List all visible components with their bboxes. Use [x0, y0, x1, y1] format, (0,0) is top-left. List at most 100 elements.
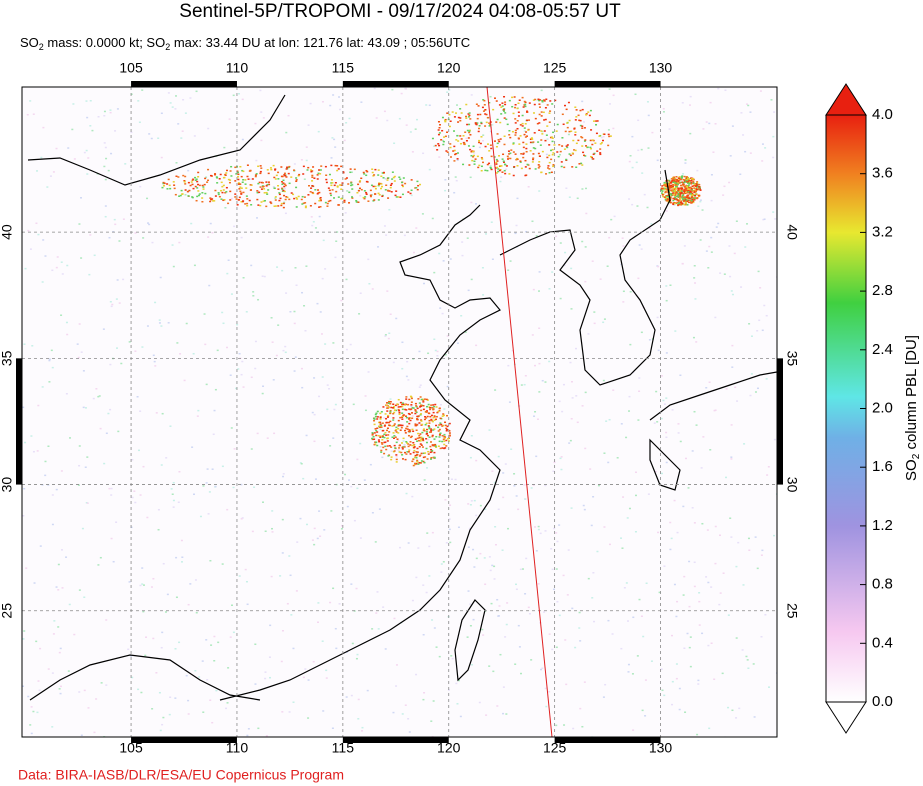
- pixel: [415, 406, 418, 408]
- pixel: [675, 677, 678, 680]
- pixel: [389, 398, 392, 400]
- pixel: [409, 419, 412, 422]
- pixel: [709, 101, 712, 104]
- pixel: [511, 130, 514, 133]
- pixel: [522, 152, 525, 155]
- pixel: [533, 415, 536, 417]
- pixel: [263, 192, 266, 194]
- pixel: [496, 598, 499, 601]
- pixel: [577, 139, 580, 142]
- pixel: [489, 167, 492, 170]
- pixel: [386, 437, 389, 439]
- pixel: [295, 186, 298, 189]
- pixel: [167, 178, 170, 181]
- pixel: [404, 429, 407, 432]
- pixel: [674, 188, 677, 191]
- pixel: [229, 374, 232, 376]
- pixel: [266, 183, 269, 186]
- pixel: [524, 166, 527, 168]
- pixel: [326, 408, 329, 411]
- pixel: [773, 438, 776, 441]
- pixel: [381, 435, 384, 437]
- pixel: [331, 182, 334, 184]
- pixel: [538, 122, 541, 124]
- pixel: [377, 439, 380, 441]
- pixel: [97, 564, 100, 566]
- pixel: [67, 670, 70, 672]
- pixel: [193, 493, 196, 496]
- pixel: [110, 494, 113, 496]
- pixel: [685, 202, 688, 205]
- pixel: [442, 438, 445, 441]
- pixel: [484, 125, 487, 127]
- pixel: [690, 190, 693, 192]
- pixel: [509, 260, 512, 262]
- pixel: [377, 169, 380, 171]
- pixel: [410, 405, 413, 408]
- pixel: [527, 606, 530, 609]
- pixel: [380, 451, 383, 453]
- pixel: [688, 646, 691, 649]
- pixel: [585, 212, 588, 215]
- pixel: [435, 435, 438, 438]
- pixel: [477, 130, 480, 133]
- pixel: [27, 229, 30, 232]
- pixel: [378, 183, 381, 185]
- pixel: [425, 410, 428, 412]
- pixel: [446, 131, 449, 133]
- pixel: [416, 453, 419, 456]
- pixel: [636, 655, 639, 657]
- pixel: [696, 181, 699, 183]
- pixel: [408, 422, 411, 425]
- pixel: [436, 149, 439, 151]
- pixel: [522, 106, 525, 108]
- pixel: [564, 639, 567, 641]
- pixel: [517, 624, 520, 627]
- pixel: [82, 370, 85, 372]
- pixel: [374, 413, 377, 416]
- pixel: [668, 181, 671, 184]
- pixel: [568, 196, 571, 198]
- pixel: [379, 428, 382, 431]
- pixel: [509, 152, 512, 154]
- pixel: [373, 438, 376, 440]
- pixel: [444, 421, 447, 424]
- pixel: [678, 191, 681, 194]
- pixel: [130, 93, 133, 95]
- pixel: [378, 421, 381, 424]
- pixel: [160, 464, 163, 466]
- pixel: [422, 452, 425, 455]
- pixel: [114, 130, 117, 132]
- pixel: [674, 184, 677, 186]
- pixel: [671, 176, 674, 179]
- pixel: [316, 174, 319, 176]
- pixel: [224, 173, 227, 176]
- pixel: [389, 410, 392, 413]
- pixel: [756, 567, 759, 570]
- pixel: [538, 161, 541, 163]
- pixel: [479, 552, 482, 555]
- pixel: [484, 145, 487, 148]
- colorbar: SO2 column PBL [DU] 0.00.40.81.21.62.02.…: [825, 83, 922, 734]
- pixel: [388, 190, 391, 192]
- pixel: [698, 186, 701, 188]
- pixel: [282, 182, 285, 184]
- pixel: [398, 451, 401, 453]
- pixel: [250, 189, 253, 191]
- pixel: [395, 190, 398, 192]
- pixel: [587, 333, 590, 335]
- pixel: [642, 635, 645, 638]
- pixel: [432, 416, 435, 419]
- pixel: [309, 102, 312, 105]
- pixel: [391, 436, 394, 438]
- pixel: [130, 655, 133, 657]
- pixel: [664, 198, 667, 200]
- lon-tick-label: 115: [332, 740, 355, 756]
- pixel: [211, 468, 214, 470]
- pixel: [367, 200, 370, 202]
- pixel: [420, 460, 423, 462]
- lon-tick-label: 130: [649, 60, 673, 76]
- pixel: [453, 145, 456, 148]
- pixel: [676, 179, 679, 181]
- pixel: [205, 482, 208, 484]
